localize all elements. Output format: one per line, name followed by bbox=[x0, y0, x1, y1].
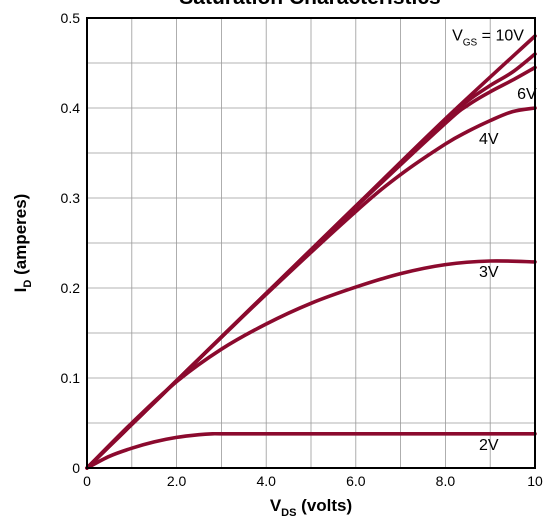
curve-vgs-2v bbox=[85, 431, 537, 470]
y-tick-label: 0.5 bbox=[61, 10, 81, 26]
x-tick-label: 2.0 bbox=[167, 473, 187, 489]
y-tick-label: 0.3 bbox=[61, 190, 81, 206]
y-tick-label: 0.4 bbox=[61, 100, 81, 116]
curve-labels: VGS = 10V 6V 4V 3V 2V bbox=[452, 28, 537, 455]
curve-label-2v: 2V bbox=[479, 437, 499, 454]
x-axis-label: VDS (volts) bbox=[270, 496, 352, 519]
y-axis-label: ID (amperes) bbox=[11, 194, 34, 293]
curve-label-6v: 6V bbox=[517, 86, 537, 103]
y-tick-label: 0 bbox=[72, 460, 80, 476]
x-tick-label: 0 bbox=[83, 473, 91, 489]
x-tick-label: 6.0 bbox=[346, 473, 366, 489]
y-tick-label: 0.2 bbox=[61, 280, 81, 296]
y-tick-label: 0.1 bbox=[61, 370, 81, 386]
curves bbox=[85, 34, 537, 470]
tick-labels: 0 2.0 4.0 6.0 8.0 10 0 0.1 0.2 0.3 0.4 0.5 bbox=[61, 10, 543, 489]
curve-label-4v: 4V bbox=[479, 131, 499, 148]
plot-frame bbox=[86, 17, 536, 469]
curve-label-3v: 3V bbox=[479, 264, 499, 281]
x-tick-label: 8.0 bbox=[436, 473, 456, 489]
x-tick-label: 4.0 bbox=[256, 473, 276, 489]
curve-vgs-4v bbox=[85, 106, 537, 470]
curve-vgs-3v bbox=[85, 259, 537, 470]
x-tick-label: 10 bbox=[527, 473, 543, 489]
grid bbox=[87, 18, 535, 468]
curve-label-vgs-10v: VGS = 10V bbox=[452, 28, 524, 49]
chart-title: Saturation Characteristics bbox=[179, 0, 440, 9]
